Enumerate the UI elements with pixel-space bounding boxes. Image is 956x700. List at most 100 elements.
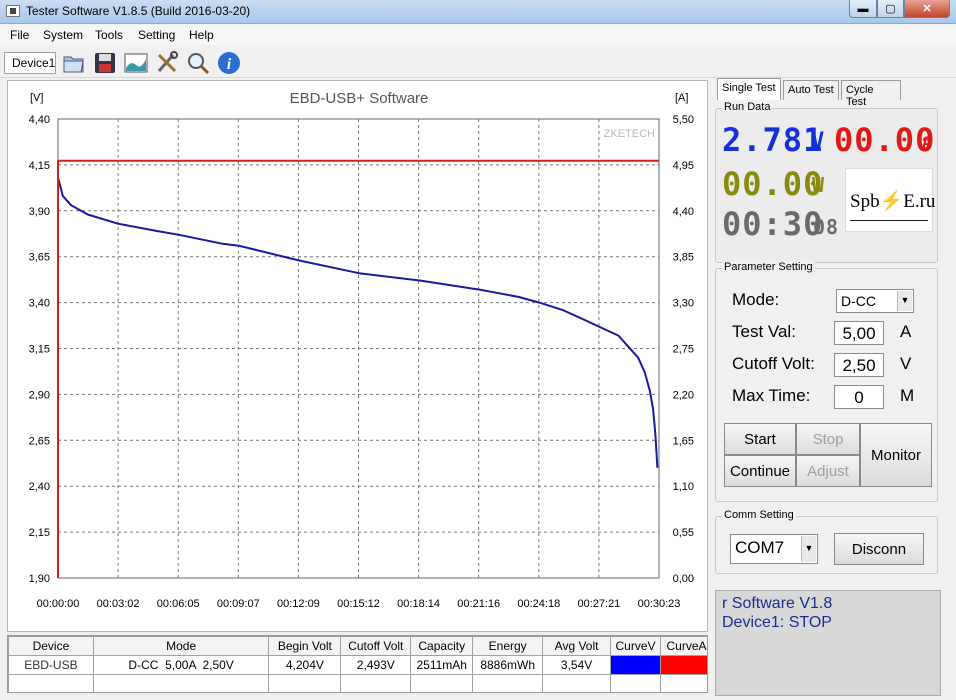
logo-box: Spb⚡E.ru — [845, 168, 936, 232]
chart-watermark: ZKETECH — [604, 128, 655, 140]
cell-curve-v-swatch[interactable] — [610, 655, 661, 675]
power-unit: W — [812, 173, 826, 197]
y-left-tick-label: 1,90 — [29, 573, 50, 585]
comm-setting-title: Comm Setting — [722, 509, 796, 521]
discharge-chart: 4,40 4,15 3,90 3,65 3,40 3,15 2,90 2,65 2,40 2,15… — [7, 80, 708, 632]
col-curve-v: CurveV — [610, 636, 661, 656]
cell-avg-volt: 3,54V — [542, 655, 612, 675]
toolbar: Device1 i — [0, 46, 956, 78]
cutoff-volt-label: Cutoff Volt: — [732, 354, 815, 373]
y-right-axis-label: [A] — [675, 92, 688, 104]
spbe-logo: Spb⚡E.ru — [850, 191, 936, 212]
device-selector[interactable]: Device1 — [4, 52, 56, 74]
run-data-title: Run Data — [722, 101, 773, 113]
run-data-group: Run Data 2.781 V 00.00 A 00.00 W 00:30 0… — [715, 101, 938, 263]
monitor-button[interactable]: Monitor — [860, 423, 932, 487]
y-right-tick-label: 1,10 — [673, 481, 694, 493]
col-capacity: Capacity — [410, 636, 474, 656]
y-left-tick-label: 2,90 — [29, 389, 50, 401]
close-button[interactable]: ✕ — [904, 0, 950, 18]
menu-tools[interactable]: Tools — [95, 28, 124, 42]
x-tick-label: 00:24:18 — [517, 598, 560, 610]
save-icon[interactable] — [92, 50, 118, 76]
y-left-tick-label: 4,40 — [29, 114, 50, 126]
mode-label: Mode: — [732, 290, 780, 309]
magnifier-icon[interactable] — [185, 50, 211, 76]
menu-bar: File System Tools Setting Help — [0, 25, 956, 45]
max-time-unit: M — [900, 386, 915, 405]
open-folder-icon[interactable] — [61, 50, 87, 76]
y-left-tick-label: 3,40 — [29, 298, 50, 310]
y-right-tick-label: 4,95 — [673, 160, 694, 172]
test-val-input[interactable]: 5,00 — [834, 321, 884, 345]
parameter-setting-title: Parameter Setting — [722, 261, 815, 273]
table-row[interactable]: EBD-USB D-CC 5,00A 2,50V 4,204V 2,493V 2… — [8, 655, 707, 675]
y-right-tick-label: 0,00 — [673, 573, 694, 585]
stop-button[interactable]: Stop — [796, 423, 860, 455]
x-tick-label: 00:06:05 — [157, 598, 200, 610]
col-energy: Energy — [472, 636, 544, 656]
x-tick-label: 00:21:16 — [457, 598, 500, 610]
chart-image-icon[interactable] — [123, 50, 149, 76]
series-line-current — [57, 159, 659, 578]
continue-button[interactable]: Continue — [724, 455, 796, 487]
x-tick-label: 00:15:12 — [337, 598, 380, 610]
y-left-tick-label: 2,15 — [29, 527, 50, 539]
y-right-tick-label: 5,50 — [673, 114, 694, 126]
status-line-2: Device1: STOP — [722, 614, 832, 631]
status-panel: r Software V1.8 Device1: STOP — [715, 590, 941, 696]
x-tick-label: 00:30:23 — [638, 598, 681, 610]
max-time-input[interactable]: 0 — [834, 385, 884, 409]
mode-select[interactable]: D-CC ▼ — [836, 289, 914, 313]
cell-energy: 8886mWh — [472, 655, 544, 675]
com-port-select[interactable]: COM7 ▼ — [730, 534, 818, 564]
minimize-button[interactable]: ▬ — [849, 0, 877, 18]
cutoff-volt-input[interactable]: 2,50 — [834, 353, 884, 377]
voltage-display: 2.781 — [722, 121, 824, 159]
y-left-tick-label: 3,90 — [29, 206, 50, 218]
col-cutoff-volt: Cutoff Volt — [340, 636, 412, 656]
tab-bar: Single Test Auto Test Cycle Test — [715, 78, 949, 108]
disconnect-button[interactable]: Disconn — [834, 533, 924, 565]
menu-system[interactable]: System — [43, 28, 84, 42]
chevron-down-icon[interactable]: ▼ — [801, 536, 816, 562]
table-header-row: Device Mode Begin Volt Cutoff Volt Capac… — [8, 636, 707, 656]
elapsed-seconds-display: 08 — [813, 215, 840, 239]
cell-mode: D-CC 5,00A 2,50V — [92, 655, 270, 675]
y-left-axis-label: [V] — [30, 92, 43, 104]
info-icon[interactable]: i — [216, 50, 242, 76]
tools-icon[interactable] — [154, 50, 180, 76]
test-val-unit: A — [900, 322, 912, 341]
cell-begin-volt: 4,204V — [268, 655, 342, 675]
tab-cycle-test[interactable]: Cycle Test — [841, 80, 901, 108]
y-right-tick-label: 4,40 — [673, 206, 694, 218]
svg-text:i: i — [227, 56, 232, 73]
tab-single-test[interactable]: Single Test — [717, 78, 781, 100]
cell-capacity: 2511mAh — [410, 655, 474, 675]
menu-file[interactable]: File — [10, 28, 30, 42]
x-tick-label: 00:12:09 — [277, 598, 320, 610]
y-left-tick-label: 2,65 — [29, 435, 50, 447]
x-tick-label: 00:27:21 — [577, 598, 620, 610]
chart-svg: 4,40 4,15 3,90 3,65 3,40 3,15 2,90 2,65 2,40 2,15… — [29, 90, 694, 610]
x-tick-label: 00:18:14 — [397, 598, 440, 610]
y-right-tick-label: 2,20 — [673, 389, 694, 401]
results-table: Device Mode Begin Volt Cutoff Volt Capac… — [7, 635, 708, 693]
y-right-tick-label: 2,75 — [673, 344, 694, 356]
menu-setting[interactable]: Setting — [138, 28, 176, 42]
elapsed-time-display: 00:30 — [722, 205, 824, 243]
cell-curve-a-swatch[interactable] — [659, 655, 707, 675]
tab-auto-test[interactable]: Auto Test — [783, 80, 839, 100]
cutoff-volt-unit: V — [900, 354, 912, 373]
start-button[interactable]: Start — [724, 423, 796, 455]
adjust-button[interactable]: Adjust — [796, 455, 860, 487]
menu-help[interactable]: Help — [189, 28, 214, 42]
x-tick-label: 00:03:02 — [97, 598, 140, 610]
y-left-tick-label: 2,40 — [29, 481, 50, 493]
maximize-button[interactable]: ▢ — [877, 0, 904, 18]
col-curve-a: CurveA — [659, 636, 707, 656]
chart-title: EBD-USB+ Software — [290, 90, 429, 107]
chevron-down-icon[interactable]: ▼ — [897, 291, 912, 311]
parameter-setting-group: Parameter Setting Mode: D-CC ▼ Test Val:… — [715, 261, 938, 502]
